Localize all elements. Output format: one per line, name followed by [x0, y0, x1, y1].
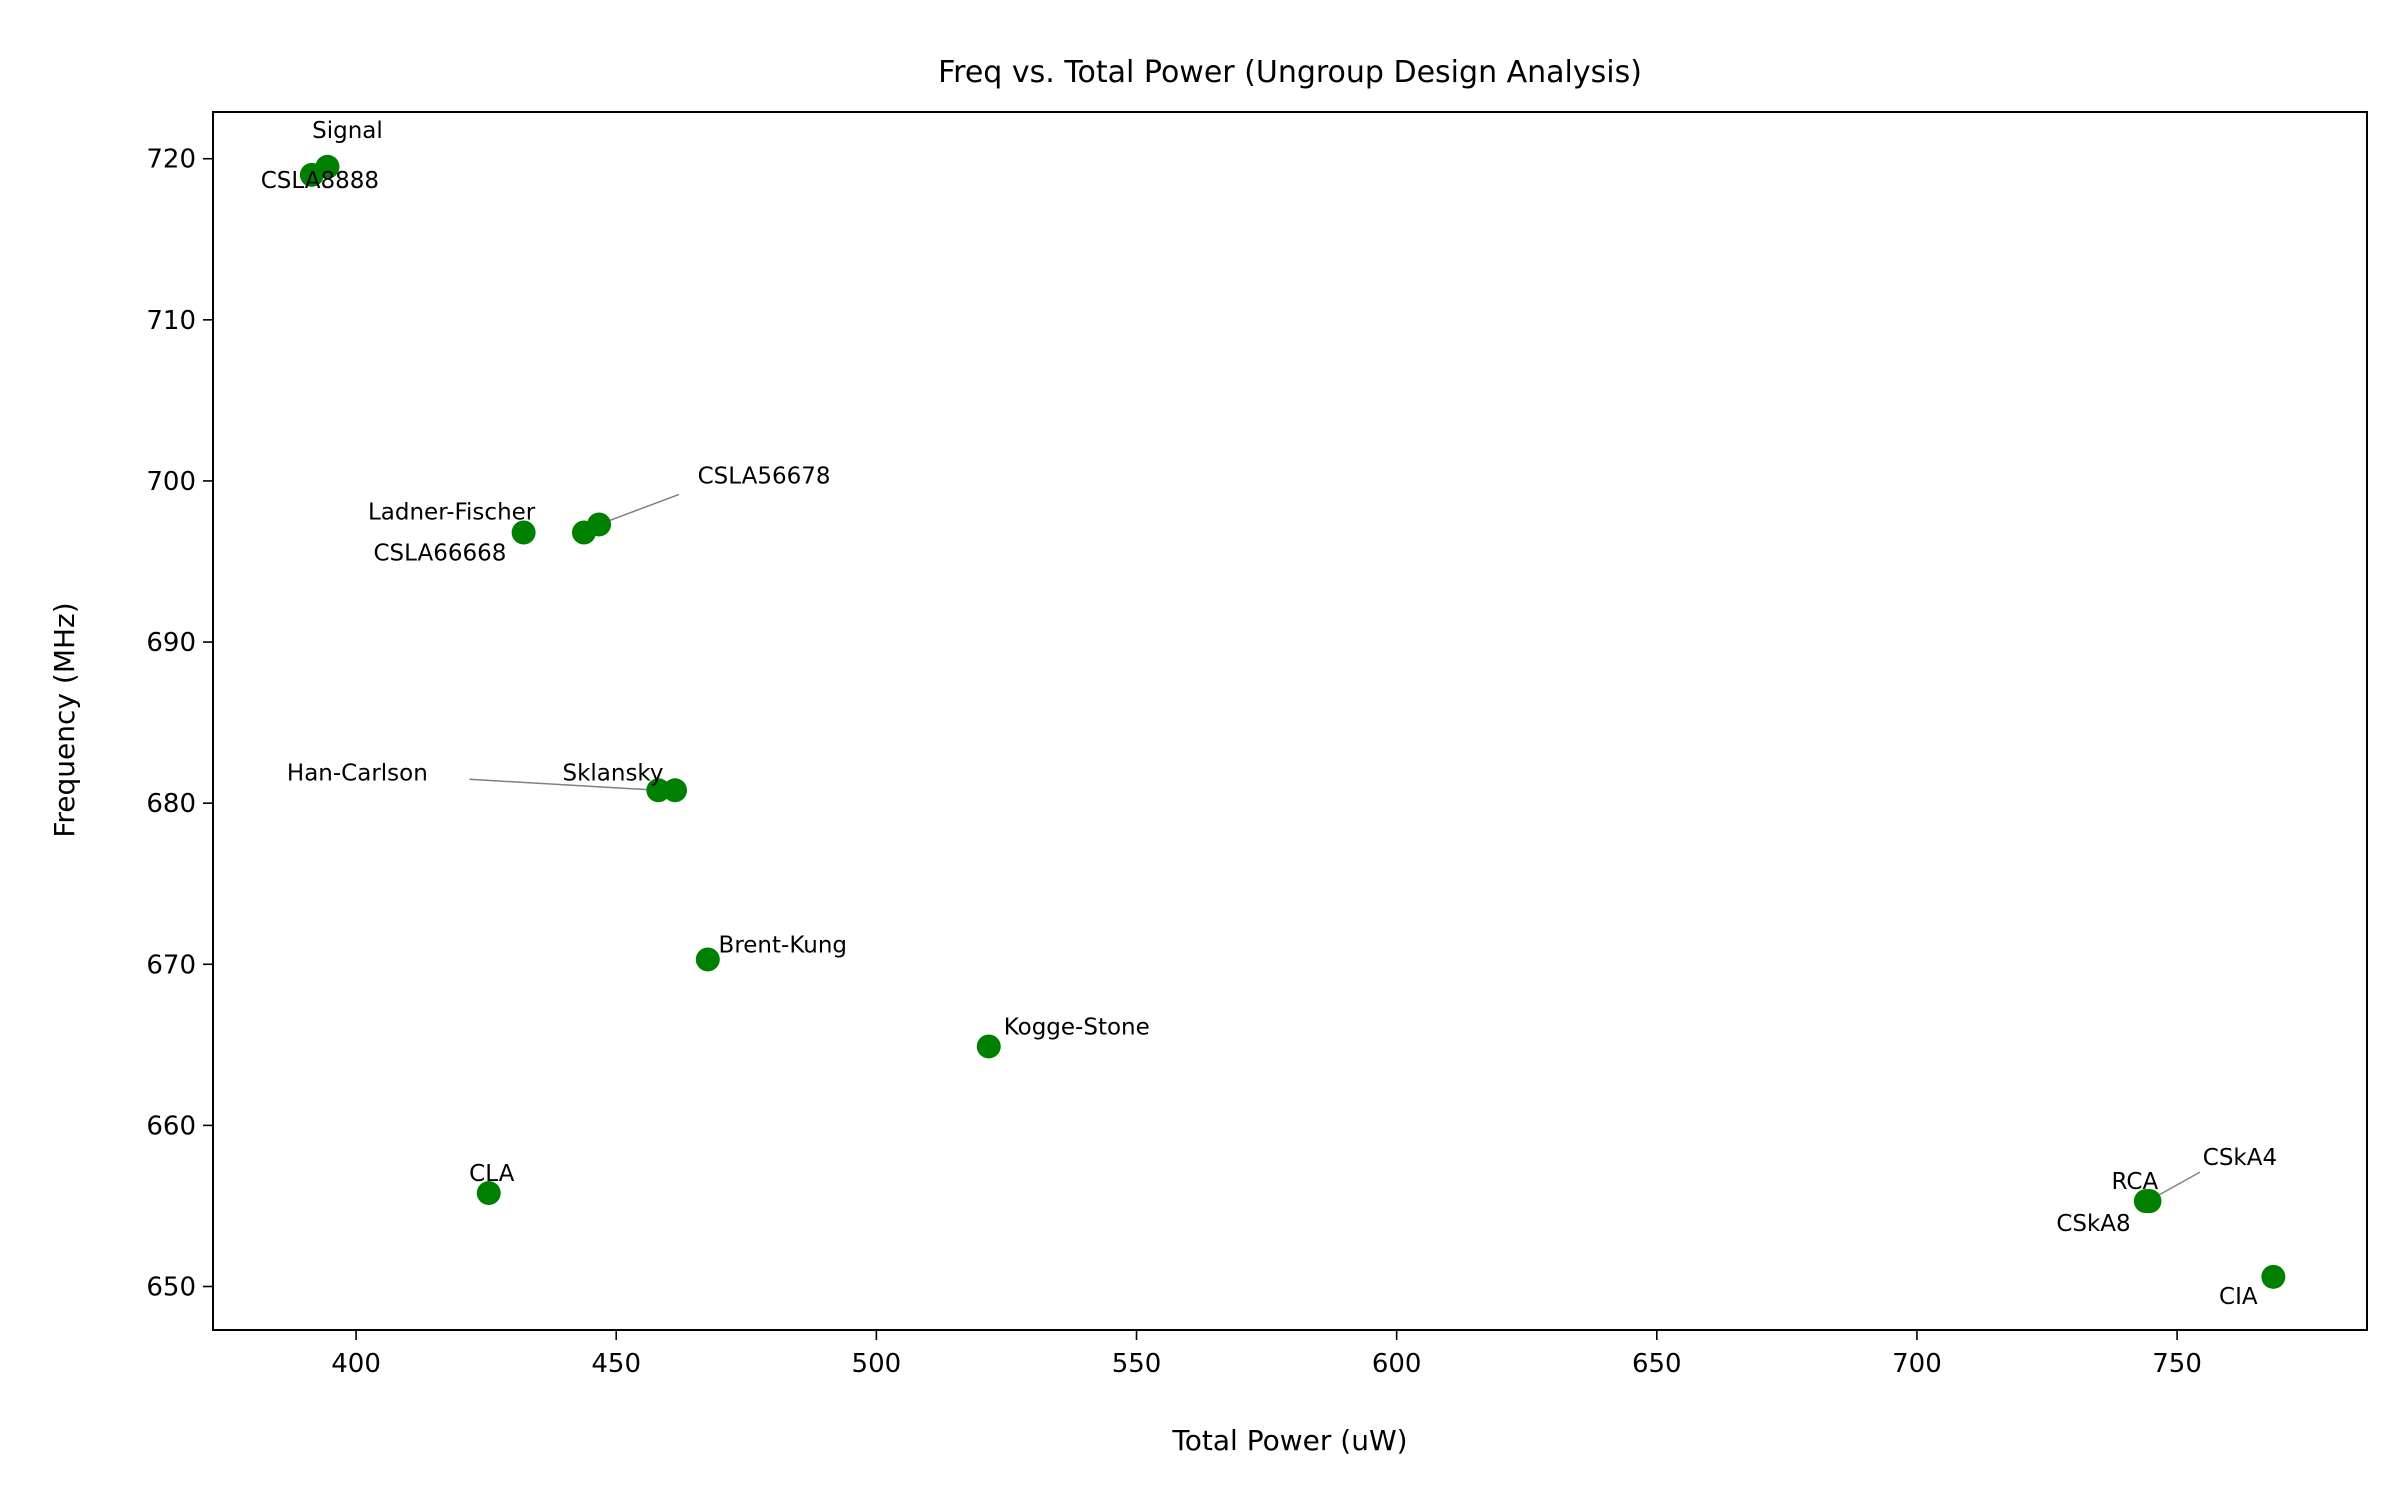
point-label: CLA: [469, 1161, 514, 1187]
data-point: [511, 520, 536, 545]
x-tick-label: 750: [2152, 1349, 2202, 1379]
x-axis-label: Total Power (uW): [1171, 1424, 1407, 1457]
point-label: Han-Carlson: [287, 760, 428, 786]
y-tick-label: 650: [146, 1273, 196, 1303]
data-point: [646, 778, 671, 803]
y-axis-label: Frequency (MHz): [48, 602, 81, 837]
point-label: Sklansky: [562, 760, 663, 786]
label-leader-line: [469, 778, 659, 792]
x-tick-label: 500: [852, 1349, 902, 1379]
x-tick-label: 400: [331, 1349, 381, 1379]
data-point: [476, 1181, 501, 1206]
point-label: RCA: [2112, 1169, 2159, 1195]
data-point: [315, 154, 340, 179]
data-point: [2137, 1189, 2162, 1214]
point-label: CSkA8: [2056, 1211, 2130, 1237]
point-label: Kogge-Stone: [1004, 1014, 1150, 1040]
point-label: CIA: [2219, 1284, 2258, 1310]
data-point: [663, 778, 688, 803]
point-label: Brent-Kung: [719, 932, 847, 958]
plot-area-frame: [212, 111, 2368, 1331]
point-labels: CSLA8888 Signal Ladner-Fischer CSLA66668 CSL…: [261, 118, 2277, 1310]
x-tick-label: 700: [1892, 1349, 1942, 1379]
point-label: CSLA66668: [374, 541, 507, 567]
data-point: [2261, 1264, 2286, 1289]
x-tick-label: 450: [591, 1349, 641, 1379]
x-tick-label: 550: [1112, 1349, 1162, 1379]
point-label: CSLA8888: [261, 168, 379, 194]
y-tick-label: 690: [146, 628, 196, 658]
data-points: [299, 154, 2286, 1289]
point-label: Ladner-Fischer: [368, 500, 536, 526]
x-tick-label: 600: [1372, 1349, 1422, 1379]
y-tick-label: 710: [146, 306, 196, 336]
axis-ticks: 400 450 500 550 600 650 700 750 650 660 670 680 690 7…: [146, 145, 2202, 1379]
point-label: CSLA56678: [698, 463, 831, 489]
chart-title: Freq vs. Total Power (Ungroup Design Ana…: [938, 55, 1642, 90]
y-tick-label: 660: [146, 1111, 196, 1141]
x-tick-label: 650: [1632, 1349, 1682, 1379]
y-tick-label: 700: [146, 467, 196, 497]
data-point: [587, 512, 612, 537]
y-tick-label: 670: [146, 950, 196, 980]
label-leader-lines: [469, 493, 2201, 1202]
data-point: [976, 1034, 1001, 1059]
point-label: CSkA4: [2203, 1145, 2277, 1171]
data-point: [695, 947, 720, 972]
label-leader-line: [598, 493, 680, 526]
y-tick-label: 680: [146, 789, 196, 819]
y-tick-label: 720: [146, 145, 196, 175]
point-label: Signal: [312, 118, 383, 144]
